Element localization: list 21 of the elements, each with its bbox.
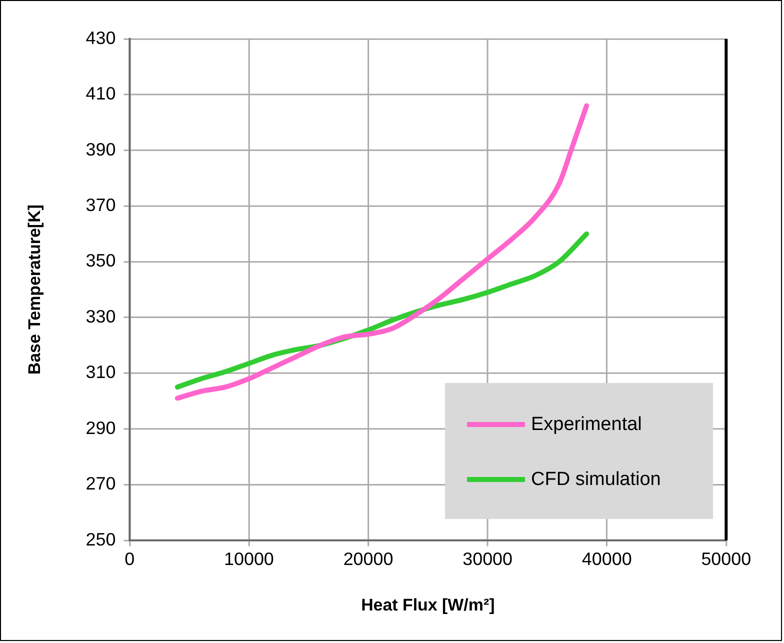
y-tick-label: 330 bbox=[86, 306, 116, 326]
y-tick-label: 270 bbox=[86, 474, 116, 494]
x-tick-label: 20000 bbox=[343, 549, 394, 569]
legend-label: Experimental bbox=[531, 414, 642, 436]
x-tick-label: 50000 bbox=[701, 549, 752, 569]
y-tick-label: 430 bbox=[86, 28, 116, 48]
y-tick-label: 390 bbox=[86, 139, 116, 160]
line-series bbox=[174, 103, 590, 401]
legend-label: CFD simulation bbox=[531, 468, 661, 490]
y-tick-label: 310 bbox=[86, 362, 116, 382]
x-tick-label: 40000 bbox=[582, 549, 632, 569]
y-tick-label: 370 bbox=[86, 194, 116, 215]
x-axis-title: Heat Flux [W/m²] bbox=[361, 596, 495, 615]
y-axis-title: Base Temperature[K] bbox=[24, 204, 44, 375]
x-tick-label: 10000 bbox=[224, 549, 274, 569]
y-tick-label: 290 bbox=[86, 418, 116, 438]
y-tick-label: 410 bbox=[86, 84, 116, 104]
y-tick-label: 250 bbox=[86, 529, 116, 550]
x-tick-label: 0 bbox=[124, 549, 135, 569]
y-tick-label: 350 bbox=[86, 250, 116, 271]
x-tick-label: 30000 bbox=[462, 549, 513, 569]
